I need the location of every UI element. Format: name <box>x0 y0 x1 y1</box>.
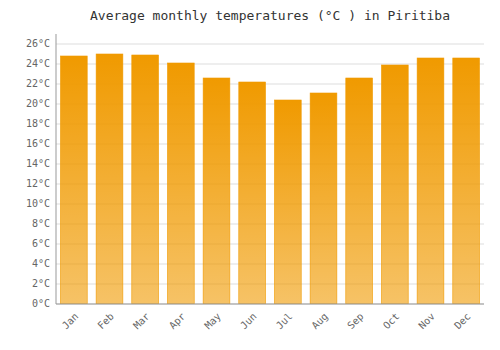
chart-title: Average monthly temperatures (°C ) in Pi… <box>90 8 450 23</box>
y-tick-label: 4°C <box>32 258 50 269</box>
bar <box>239 82 266 304</box>
bar <box>203 78 230 304</box>
grid <box>56 44 484 304</box>
x-tick-label: Jul <box>274 311 295 332</box>
y-tick-label: 22°C <box>26 78 50 89</box>
y-tick-label: 10°C <box>26 198 50 209</box>
y-tick-label: 12°C <box>26 178 50 189</box>
x-tick-label: Apr <box>167 311 188 332</box>
y-tick-label: 2°C <box>32 278 50 289</box>
bar <box>310 93 337 304</box>
y-tick-label: 0°C <box>32 298 50 309</box>
x-tick-label: Jun <box>238 311 259 332</box>
x-tick-label: Sep <box>345 311 366 332</box>
y-axis: 0°C 2°C 4°C 6°C 8°C 10°C 12°C 14°C 16°C 18°C 20°C 2… <box>26 34 56 309</box>
x-tick-label: Nov <box>416 311 437 332</box>
y-tick-label: 26°C <box>26 38 50 49</box>
grid-line <box>56 44 484 45</box>
bar <box>132 55 159 304</box>
bar <box>417 58 444 304</box>
grid-line <box>56 304 484 305</box>
bar <box>167 63 194 304</box>
chart-svg: 0°C 2°C 4°C 6°C 8°C 10°C 12°C 14°C 16°C 18°C 20°C 2… <box>0 0 500 350</box>
bar <box>60 56 87 304</box>
x-tick-label: Dec <box>452 311 473 332</box>
bar <box>381 65 408 304</box>
bars <box>60 54 479 304</box>
bar <box>453 58 480 304</box>
chart-container: 0°C 2°C 4°C 6°C 8°C 10°C 12°C 14°C 16°C 18°C 20°C 2… <box>0 0 500 350</box>
x-axis: Jan Feb Mar Apr May Jun Jul Aug Sep Oct Nov Dec <box>56 304 484 331</box>
x-tick-label: Mar <box>131 311 152 332</box>
x-tick-label: Oct <box>381 311 402 332</box>
x-tick-label: Aug <box>309 311 330 332</box>
bar <box>346 78 373 304</box>
y-tick-label: 6°C <box>32 238 50 249</box>
y-tick-label: 8°C <box>32 218 50 229</box>
y-tick-label: 18°C <box>26 118 50 129</box>
y-tick-label: 20°C <box>26 98 50 109</box>
y-tick-label: 16°C <box>26 138 50 149</box>
y-tick-label: 24°C <box>26 58 50 69</box>
x-tick-label: Jan <box>60 311 81 332</box>
x-tick-label: May <box>202 311 223 332</box>
bar <box>274 100 301 304</box>
y-tick-label: 14°C <box>26 158 50 169</box>
x-tick-label: Feb <box>95 311 116 332</box>
y-axis-line <box>56 34 57 304</box>
bar <box>96 54 123 304</box>
x-axis-line <box>56 304 484 305</box>
